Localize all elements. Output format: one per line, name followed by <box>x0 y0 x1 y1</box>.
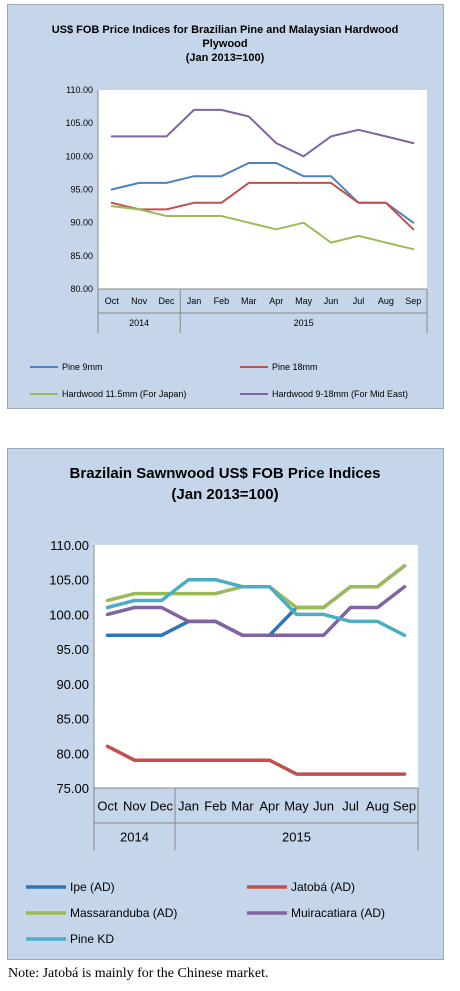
x-tick-label: Mar <box>241 296 257 306</box>
x-tick-label: May <box>284 799 309 814</box>
series-line-jatob-ad <box>105 744 407 776</box>
x-tick-label: Feb <box>204 799 226 814</box>
legend-label: Jatobá (AD) <box>291 880 355 894</box>
year-group-label: 2014 <box>129 318 149 328</box>
series-line-muiracatiara-ad <box>105 584 407 638</box>
y-tick-label: 95.00 <box>70 185 93 195</box>
legend-label: Massaranduba (AD) <box>70 906 177 920</box>
chart-title-line: US$ FOB Price Indices for Brazilian Pine… <box>52 24 399 36</box>
legend-label: Ipe (AD) <box>70 880 115 894</box>
plot-area <box>94 545 418 788</box>
x-tick-label: Jul <box>353 296 365 306</box>
x-tick-label: Sep <box>405 296 421 306</box>
y-tick-label: 85.00 <box>70 251 93 261</box>
x-tick-label: Dec <box>159 296 176 306</box>
series-line-pine-18mm <box>110 181 415 231</box>
x-tick-label: Sep <box>393 799 416 814</box>
x-tick-label: Dec <box>150 799 174 814</box>
x-tick-label: Aug <box>378 296 394 306</box>
x-tick-label: Nov <box>131 296 148 306</box>
legend-label: Hardwood 9-18mm (For Mid East) <box>272 389 408 399</box>
x-tick-label: Aug <box>366 799 389 814</box>
y-tick-label: 105.00 <box>65 118 93 128</box>
y-tick-label: 80.00 <box>70 284 93 294</box>
y-tick-label: 100.00 <box>65 151 93 161</box>
y-tick-label: 110.00 <box>50 538 89 553</box>
x-tick-label: Jan <box>187 296 202 306</box>
chart-title-line: (Jan 2013=100) <box>186 52 265 64</box>
legend-label: Muiracatiara (AD) <box>291 906 385 920</box>
chart-2: Brazilain Sawnwood US$ FOB Price Indices… <box>26 465 419 946</box>
x-tick-label: Jan <box>178 799 199 814</box>
x-tick-label: Jun <box>313 799 334 814</box>
y-tick-label: 95.00 <box>56 642 89 657</box>
y-tick-label: 100.00 <box>49 607 89 622</box>
year-group-label: 2014 <box>120 830 149 845</box>
x-tick-label: Oct <box>97 799 118 814</box>
chart-1: US$ FOB Price Indices for Brazilian Pine… <box>30 24 428 399</box>
series-line-pine-kd <box>105 577 407 638</box>
y-tick-label: 110.00 <box>66 85 93 95</box>
x-tick-label: Jul <box>342 799 359 814</box>
x-tick-label: Oct <box>105 296 120 306</box>
series-line-hardwood-9-18mm-for-mid-east <box>110 108 415 158</box>
legend-label: Hardwood 11.5mm (For Japan) <box>62 389 186 399</box>
chart-title-line: Plywood <box>202 38 247 50</box>
y-tick-label: 105.00 <box>49 573 89 588</box>
chart-title-line: (Jan 2013=100) <box>171 486 278 503</box>
x-tick-label: Jun <box>324 296 339 306</box>
legend-label: Pine KD <box>70 932 114 946</box>
x-tick-label: Mar <box>231 799 254 814</box>
x-tick-label: Apr <box>259 799 280 814</box>
y-tick-label: 90.00 <box>70 218 93 228</box>
legend-label: Pine 18mm <box>272 362 318 372</box>
x-tick-label: Feb <box>214 296 230 306</box>
chart-title-line: Brazilain Sawnwood US$ FOB Price Indices <box>70 465 381 482</box>
y-tick-label: 85.00 <box>56 712 89 727</box>
series-line-hardwood-11-5mm-for-japan <box>110 205 415 251</box>
x-tick-label: Nov <box>123 799 147 814</box>
year-group-label: 2015 <box>294 318 314 328</box>
plot-area <box>98 90 427 289</box>
x-tick-label: Apr <box>269 296 283 306</box>
y-tick-label: 90.00 <box>56 677 89 692</box>
legend-label: Pine 9mm <box>62 362 103 372</box>
x-tick-label: May <box>295 296 313 306</box>
footnote: Note: Jatobá is mainly for the Chinese m… <box>8 966 269 981</box>
y-tick-label: 80.00 <box>56 746 89 761</box>
y-tick-label: 75.00 <box>56 781 89 796</box>
year-group-label: 2015 <box>282 830 311 845</box>
